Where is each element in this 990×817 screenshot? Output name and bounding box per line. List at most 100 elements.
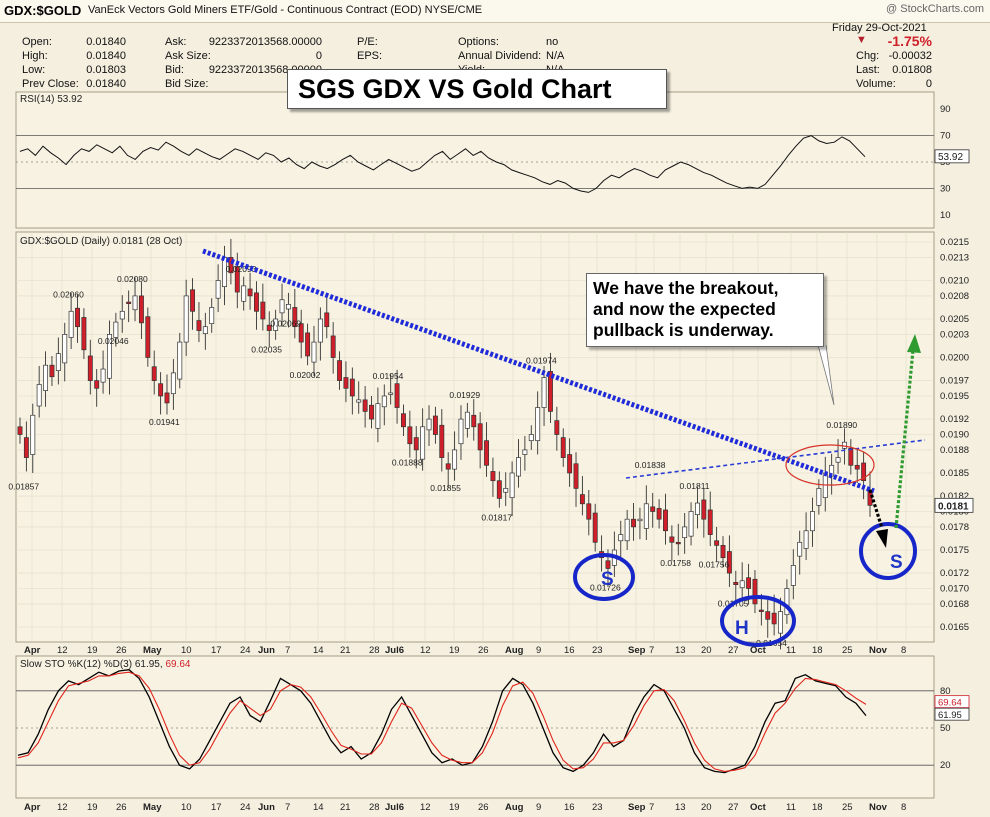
candle-down	[254, 292, 259, 312]
stoch-k-tag-box	[934, 707, 970, 721]
price-tick-label: 0.0197	[940, 376, 969, 387]
price-x-tick-label: 28	[369, 645, 380, 656]
candle-down	[669, 536, 675, 543]
price-tick-label: 0.0170	[940, 584, 969, 595]
price-x-tick-label: 25	[842, 645, 853, 656]
symbol-description: VanEck Vectors Gold Miners ETF/Gold - Co…	[88, 4, 483, 16]
quote-value: 0.01840	[86, 50, 126, 62]
candle-down	[471, 414, 477, 428]
stoch-x-tick-label: Oct	[750, 802, 767, 813]
price-legend: GDX:$GOLD (Daily) 0.0181 (28 Oct)	[20, 236, 182, 247]
chart-title: SGS GDX VS Gold Chart	[298, 74, 612, 104]
candle-up	[55, 353, 61, 371]
price-annotation: 0.01838	[635, 460, 666, 470]
price-x-tick-label: 26	[116, 645, 127, 656]
quote-label: Prev Close:	[22, 78, 79, 90]
symbol-label: GDX:$GOLD	[4, 3, 82, 18]
price-x-tick-label: 27	[728, 645, 739, 656]
candle-down	[266, 324, 272, 331]
price-x-tick-label: 19	[87, 645, 98, 656]
candle-up	[509, 472, 515, 498]
note-line: pullback is underway.	[593, 320, 774, 340]
candle-down	[407, 426, 413, 445]
candle-up	[177, 341, 183, 380]
candle-down	[675, 541, 681, 545]
candle-down	[260, 301, 266, 320]
stoch-tick-label: 80	[940, 686, 951, 697]
candle-up	[68, 310, 74, 338]
price-x-tick-label: Sep	[628, 645, 646, 656]
stoch-tick-label: 50	[940, 723, 951, 734]
stoch-d-tag-box	[934, 695, 970, 709]
candle-down	[650, 506, 656, 512]
candle-up	[803, 530, 809, 549]
candle-down	[394, 383, 400, 408]
target-arrowhead	[907, 334, 921, 353]
stoch-k-line	[17, 669, 867, 774]
candle-down	[196, 320, 202, 331]
candle-up	[778, 611, 783, 634]
stoch-x-tick-label: 14	[313, 802, 324, 813]
candle-down	[126, 301, 132, 304]
price-x-tick-label: Nov	[869, 645, 888, 656]
price-annotation: 0.02035	[251, 345, 282, 355]
price-annotation: 0.01817	[481, 512, 512, 522]
candle-up	[739, 580, 745, 589]
price-tick-label: 0.0200	[940, 353, 969, 364]
title-box: SGS GDX VS Gold Chart	[287, 69, 667, 109]
stoch-x-tick-label: May	[143, 802, 162, 813]
price-x-tick-label: 12	[420, 645, 431, 656]
candle-up	[688, 511, 694, 537]
candle-up	[241, 285, 247, 302]
candle-up	[790, 565, 796, 586]
candle-up	[209, 307, 215, 324]
annotation-note: We have the breakout, and now the expect…	[586, 273, 824, 347]
price-x-tick-label: Jun	[258, 645, 275, 656]
price-x-tick-label: 7	[649, 645, 654, 656]
candle-up	[541, 377, 547, 408]
price-tick-label: 0.0195	[940, 391, 969, 402]
quote-label: Bid Size:	[165, 78, 209, 90]
stoch-x-tick-label: Apr	[24, 802, 41, 813]
quote-label: Ask Size:	[165, 50, 211, 62]
quote-label: Bid:	[165, 64, 184, 76]
downtrend-line	[202, 248, 875, 494]
candle-down	[579, 494, 585, 505]
price-tick-label: 0.0165	[940, 622, 969, 633]
stoch-x-tick-label: Jul6	[385, 802, 404, 813]
stoch-x-tick-label: Nov	[869, 802, 888, 813]
pattern-label: H	[735, 618, 749, 639]
candle-down	[17, 426, 23, 435]
price-annotation: 0.02046	[98, 336, 129, 346]
candle-down	[560, 437, 566, 458]
price-tick-label: 0.0205	[940, 314, 969, 325]
quote-value: 0.01803	[86, 64, 126, 76]
price-x-tick-label: 24	[240, 645, 251, 656]
candle-down	[726, 551, 732, 574]
price-x-tick-label: 14	[313, 645, 324, 656]
quote-value: no	[546, 36, 559, 48]
price-x-tick-label: 17	[211, 645, 222, 656]
candle-down	[707, 509, 713, 535]
candle-down	[746, 577, 752, 589]
stoch-x-tick-label: 13	[675, 802, 686, 813]
stoch-x-tick-label: 7	[285, 802, 290, 813]
quote-value: 0.01808	[892, 64, 932, 76]
neckline	[625, 439, 926, 479]
candle-down	[765, 611, 771, 620]
candle-up	[285, 304, 291, 310]
quote-value: -0.00032	[888, 50, 932, 62]
candle-up	[784, 588, 790, 616]
candle-down	[554, 420, 560, 435]
down-triangle-icon: ▼	[856, 34, 867, 46]
rsi-tick-label: 10	[940, 210, 951, 221]
candle-up	[381, 395, 387, 408]
price-x-tick-label: 19	[449, 645, 460, 656]
stoch-x-tick-label: 7	[649, 802, 654, 813]
candle-up	[113, 321, 119, 338]
candle-up	[375, 403, 381, 429]
candle-down	[656, 508, 662, 520]
stoch-x-tick-label: 17	[211, 802, 222, 813]
breakout-ellipse	[785, 444, 875, 486]
stoch-x-tick-label: 11	[786, 802, 796, 813]
